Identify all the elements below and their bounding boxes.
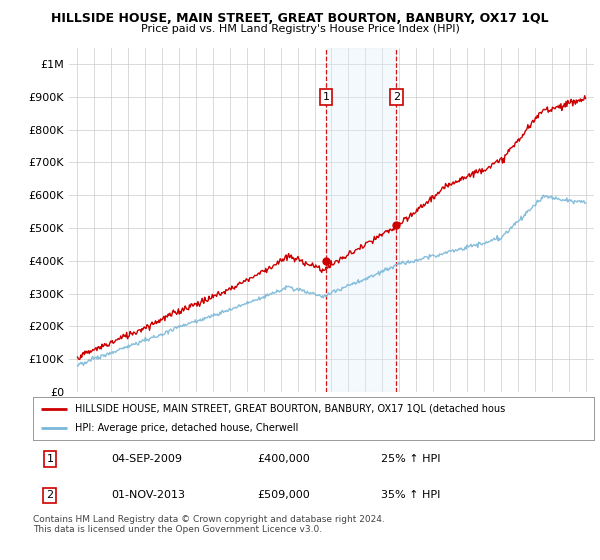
Text: This data is licensed under the Open Government Licence v3.0.: This data is licensed under the Open Gov…	[33, 525, 322, 534]
Text: 2: 2	[393, 92, 400, 102]
Text: HPI: Average price, detached house, Cherwell: HPI: Average price, detached house, Cher…	[75, 423, 298, 433]
Text: HILLSIDE HOUSE, MAIN STREET, GREAT BOURTON, BANBURY, OX17 1QL (detached hous: HILLSIDE HOUSE, MAIN STREET, GREAT BOURT…	[75, 404, 505, 413]
Text: HILLSIDE HOUSE, MAIN STREET, GREAT BOURTON, BANBURY, OX17 1QL: HILLSIDE HOUSE, MAIN STREET, GREAT BOURT…	[51, 12, 549, 25]
Bar	[326, 48, 397, 392]
Text: 01-NOV-2013: 01-NOV-2013	[112, 491, 185, 500]
Text: 04-SEP-2009: 04-SEP-2009	[112, 454, 182, 464]
Text: 25% ↑ HPI: 25% ↑ HPI	[381, 454, 440, 464]
Text: 2: 2	[46, 491, 53, 500]
Text: Contains HM Land Registry data © Crown copyright and database right 2024.: Contains HM Land Registry data © Crown c…	[33, 515, 385, 524]
Text: 35% ↑ HPI: 35% ↑ HPI	[381, 491, 440, 500]
Text: 1: 1	[322, 92, 329, 102]
Text: £400,000: £400,000	[257, 454, 310, 464]
Text: £509,000: £509,000	[257, 491, 310, 500]
Text: Price paid vs. HM Land Registry's House Price Index (HPI): Price paid vs. HM Land Registry's House …	[140, 24, 460, 34]
Text: 1: 1	[46, 454, 53, 464]
